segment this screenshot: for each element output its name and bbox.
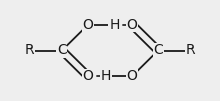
Text: H: H — [101, 69, 111, 83]
Text: O: O — [126, 18, 137, 32]
Text: C: C — [57, 44, 67, 57]
Text: H: H — [109, 18, 119, 32]
Text: C: C — [153, 44, 163, 57]
Text: O: O — [83, 18, 94, 32]
Text: O: O — [83, 69, 94, 83]
Text: R: R — [186, 44, 196, 57]
Text: R: R — [24, 44, 34, 57]
Text: O: O — [126, 69, 137, 83]
